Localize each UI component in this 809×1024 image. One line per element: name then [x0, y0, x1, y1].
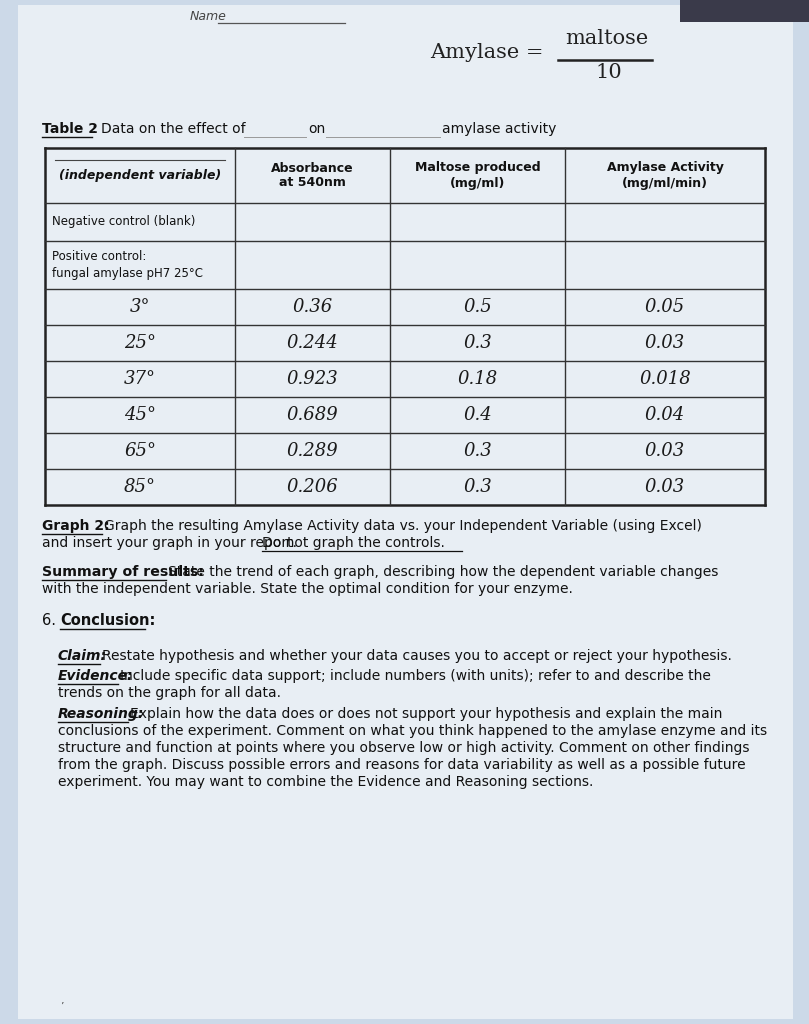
Text: 0.05: 0.05: [645, 298, 685, 316]
Text: Restate hypothesis and whether your data causes you to accept or reject your hyp: Restate hypothesis and whether your data…: [102, 649, 732, 663]
Text: 37°: 37°: [124, 370, 156, 388]
Text: Amylase =: Amylase =: [430, 43, 550, 62]
Text: Include specific data support; include numbers (with units); refer to and descri: Include specific data support; include n…: [120, 669, 711, 683]
Text: State the trend of each graph, describing how the dependent variable changes: State the trend of each graph, describin…: [168, 565, 718, 579]
Text: 85°: 85°: [124, 478, 156, 496]
Text: 45°: 45°: [124, 406, 156, 424]
Text: experiment. You may want to combine the Evidence and Reasoning sections.: experiment. You may want to combine the …: [58, 775, 593, 790]
Text: with the independent variable. State the optimal condition for your enzyme.: with the independent variable. State the…: [42, 582, 573, 596]
Text: (independent variable): (independent variable): [59, 169, 221, 182]
Text: structure and function at points where you observe low or high activity. Comment: structure and function at points where y…: [58, 741, 749, 755]
Text: and insert your graph in your report.: and insert your graph in your report.: [42, 536, 306, 550]
Text: Table 2: Table 2: [42, 122, 98, 136]
Text: 3°: 3°: [129, 298, 150, 316]
Text: 0.4: 0.4: [463, 406, 492, 424]
Text: 0.36: 0.36: [292, 298, 332, 316]
Text: Graph 2:: Graph 2:: [42, 519, 110, 534]
Bar: [680, 0, 809, 22]
Text: 0.03: 0.03: [645, 334, 685, 352]
Text: Positive control:: Positive control:: [52, 250, 146, 262]
Text: 0.689: 0.689: [286, 406, 338, 424]
Text: Graph the resulting Amylase Activity data vs. your Independent Variable (using E: Graph the resulting Amylase Activity dat…: [104, 519, 702, 534]
Text: Do not graph the controls.: Do not graph the controls.: [262, 536, 445, 550]
Text: Conclusion:: Conclusion:: [60, 613, 155, 628]
Text: 6.: 6.: [42, 613, 56, 628]
Text: 0.3: 0.3: [463, 334, 492, 352]
Text: : Data on the effect of: : Data on the effect of: [92, 122, 246, 136]
Text: 0.04: 0.04: [645, 406, 685, 424]
Text: on: on: [308, 122, 325, 136]
Text: 0.018: 0.018: [639, 370, 691, 388]
Text: amylase activity: amylase activity: [442, 122, 557, 136]
Text: 0.244: 0.244: [286, 334, 338, 352]
Text: 0.18: 0.18: [457, 370, 498, 388]
Text: Absorbance
at 540nm: Absorbance at 540nm: [271, 162, 354, 189]
Text: 10: 10: [595, 63, 622, 82]
Text: 0.03: 0.03: [645, 442, 685, 460]
Text: Summary of results:: Summary of results:: [42, 565, 204, 579]
Text: conclusions of the experiment. Comment on what you think happened to the amylase: conclusions of the experiment. Comment o…: [58, 724, 767, 738]
Text: 0.923: 0.923: [286, 370, 338, 388]
Text: 0.3: 0.3: [463, 478, 492, 496]
Text: 0.206: 0.206: [286, 478, 338, 496]
Text: Reasoning:: Reasoning:: [58, 707, 144, 721]
Text: 0.3: 0.3: [463, 442, 492, 460]
Text: 0.5: 0.5: [463, 298, 492, 316]
Text: Evidence:: Evidence:: [58, 669, 133, 683]
Text: 25°: 25°: [124, 334, 156, 352]
Text: from the graph. Discuss possible errors and reasons for data variability as well: from the graph. Discuss possible errors …: [58, 758, 746, 772]
Text: 65°: 65°: [124, 442, 156, 460]
Text: Negative control (blank): Negative control (blank): [52, 215, 196, 228]
Text: 0.289: 0.289: [286, 442, 338, 460]
Text: maltose: maltose: [565, 29, 648, 48]
Text: ’: ’: [60, 1002, 63, 1012]
Text: 0.03: 0.03: [645, 478, 685, 496]
Text: Maltose produced
(mg/ml): Maltose produced (mg/ml): [415, 162, 540, 189]
Text: Claim:: Claim:: [58, 649, 107, 663]
Text: Name: Name: [190, 10, 227, 23]
Text: fungal amylase pH7 25°C: fungal amylase pH7 25°C: [52, 267, 203, 281]
Text: trends on the graph for all data.: trends on the graph for all data.: [58, 686, 281, 700]
Text: Amylase Activity
(mg/ml/min): Amylase Activity (mg/ml/min): [607, 162, 723, 189]
Text: Explain how the data does or does not support your hypothesis and explain the ma: Explain how the data does or does not su…: [130, 707, 722, 721]
